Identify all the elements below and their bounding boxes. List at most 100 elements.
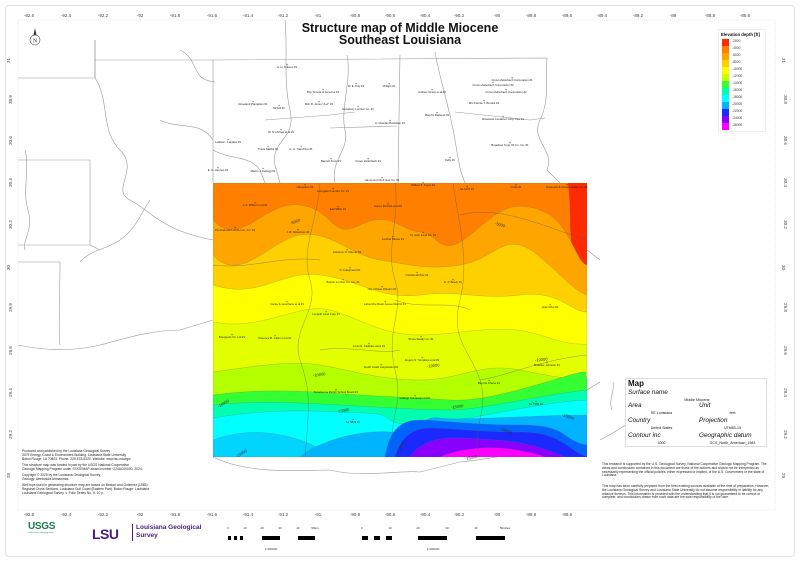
top-axis-label: -90 xyxy=(493,13,501,18)
right-axis-label: 29.2 xyxy=(782,430,788,439)
left-axis-label: 30.6 xyxy=(7,136,13,145)
well-label: Travis Mathis #1 xyxy=(258,147,278,151)
left-axis-label: 31 xyxy=(6,57,12,64)
note-line: This structure map was funded in part by… xyxy=(22,462,130,467)
well-label: SL 1171 #1 xyxy=(460,187,474,191)
projection-label: Projection xyxy=(699,417,728,424)
legend-swatch xyxy=(722,39,729,46)
well-label: Bogalusa Tung Oil Co. Inc. #1 xyxy=(491,143,528,147)
scale-km-label: 50km xyxy=(311,526,319,530)
top-axis-label: -89.8 xyxy=(525,13,537,18)
legend-swatch xyxy=(722,46,729,53)
country-label: Country xyxy=(628,417,651,424)
scale-bar-segment xyxy=(298,536,315,540)
scale-mile-label: 30 xyxy=(445,526,449,530)
contour-inc-label: Contour inc xyxy=(628,432,661,439)
bottom-axis-label: -91.8 xyxy=(169,512,181,517)
well-label: Florence B. Callon et al #1 xyxy=(259,336,292,340)
bottom-axis-label: -91.6 xyxy=(206,512,218,517)
bottom-axis-label: -92 xyxy=(136,512,144,517)
title-line-2: Southeast Louisiana xyxy=(338,33,462,47)
well-label: E. P. Brady #1 xyxy=(444,280,462,284)
legend-label: -20000 xyxy=(732,102,743,106)
left-axis-label: 30 xyxy=(6,264,12,271)
svg-text:N: N xyxy=(33,39,38,45)
legend-label: -22000 xyxy=(732,109,743,113)
scale-bar-segment xyxy=(418,536,447,540)
datum-value: GCS_North_American_1983 xyxy=(709,441,756,445)
usgs-logo: USGS science for a changing world xyxy=(28,521,55,534)
page-frame xyxy=(5,5,795,557)
note-line: Geologic Mapping Program under STATEMAP … xyxy=(22,466,143,471)
legend-swatch xyxy=(722,109,729,116)
note-line: Well tops used in generating structure m… xyxy=(22,483,149,488)
note-line: 3079 Energy, Coast & Environment Buildin… xyxy=(22,452,127,457)
projection-value: UTM83-15 xyxy=(724,426,741,430)
well-label: Shore Realty Co. #1 xyxy=(408,337,433,341)
well-label: Murphy Railroad #1 xyxy=(425,113,449,117)
scale-bar-segment xyxy=(262,536,280,540)
well-label: W. E. Day #1 xyxy=(348,84,364,88)
legend-swatch xyxy=(722,81,729,88)
legend-swatch xyxy=(722,60,729,67)
scale-mile-label: 20 xyxy=(416,526,420,530)
legend-swatch xyxy=(722,53,729,60)
well-label: William T. Joyce #1 xyxy=(411,183,435,187)
left-axis-label: 29.4 xyxy=(7,388,13,397)
well-label: Phillips #1 xyxy=(383,84,396,88)
elevation-surface xyxy=(213,183,587,457)
right-axis-label: 29.8 xyxy=(782,303,788,312)
liability-disclaimer: This map has been carefully prepared fro… xyxy=(602,484,770,500)
lgs-name: Louisiana Geological Survey xyxy=(136,524,201,539)
top-axis-label: -90.2 xyxy=(453,13,465,18)
right-axis-label: 30.4 xyxy=(782,178,788,187)
bottom-axis-label: -89.6 xyxy=(561,512,573,517)
unit-value: feet xyxy=(729,411,736,415)
usgs-wordmark: USGS xyxy=(28,521,56,532)
band-26000 xyxy=(439,447,546,457)
scale-mile-label: 40 xyxy=(474,526,478,530)
legend-title: Elevation depth [ft] xyxy=(721,32,760,37)
usgs-tagline: science for a changing world xyxy=(28,532,54,534)
top-axis-label: -88.8 xyxy=(704,13,716,18)
well-label: Alden Rus #1 xyxy=(542,305,559,309)
legend-swatch xyxy=(722,102,729,109)
top-axis-label: -90.6 xyxy=(384,13,396,18)
note-line: Produced and published by the Louisiana … xyxy=(22,449,111,453)
left-axis-label: 30.2 xyxy=(7,220,13,229)
bottom-axis-label: -89.8 xyxy=(525,512,537,517)
area-value: SE Louisiana xyxy=(650,411,673,415)
well-label: Leblanc - Laplace #1 xyxy=(215,140,241,144)
top-axis-label: -91 xyxy=(314,13,322,18)
well-label: Curtis #1 xyxy=(510,185,521,189)
surface-name-value: Middle Miocene xyxy=(684,398,710,402)
scale-ratio-km: 1:300000 xyxy=(264,547,278,551)
info-heading: Map xyxy=(628,379,644,388)
right-axis-label: 30 xyxy=(781,264,787,271)
right-axis-label: 31 xyxy=(781,57,787,64)
well-label: Roseland Container Corp. Fee #1 xyxy=(482,117,524,121)
well-label: Lutcher Moore #1 xyxy=(382,237,404,241)
well-label: W. N. McVea et al #1 xyxy=(268,130,294,134)
contour-label: -10000 xyxy=(426,362,440,369)
well-label: P. Guiegmard #1 xyxy=(340,268,361,272)
well-label: Kelly #1 xyxy=(445,158,455,162)
top-axis-label: -90.4 xyxy=(419,13,431,18)
well-label: Bay De Chene #1 xyxy=(478,381,500,385)
legend-swatch xyxy=(722,116,729,123)
well-label: Crown Zellerbach Corporation #3 xyxy=(472,83,513,87)
bottom-axis-label: -92.4 xyxy=(60,512,72,517)
note-line: Louisiana Geological Survey. v. Folio Se… xyxy=(22,490,104,495)
legend-label: -26000 xyxy=(732,123,743,127)
legend-swatch xyxy=(722,74,729,81)
left-axis-label: 30.4 xyxy=(7,178,13,187)
top-axis-label: -89 xyxy=(669,13,677,18)
well-label: City of New Orleans #1 xyxy=(368,287,397,291)
legend-label: -8000 xyxy=(732,60,741,64)
bottom-axis-label: -91.4 xyxy=(242,512,254,517)
legend-swatch xyxy=(722,95,729,102)
scale-bar-segment xyxy=(228,536,231,540)
left-axis-label: 29.2 xyxy=(7,430,13,439)
well-label: SL 7380 #1 xyxy=(529,402,543,406)
top-axis-label: -89.2 xyxy=(632,13,644,18)
